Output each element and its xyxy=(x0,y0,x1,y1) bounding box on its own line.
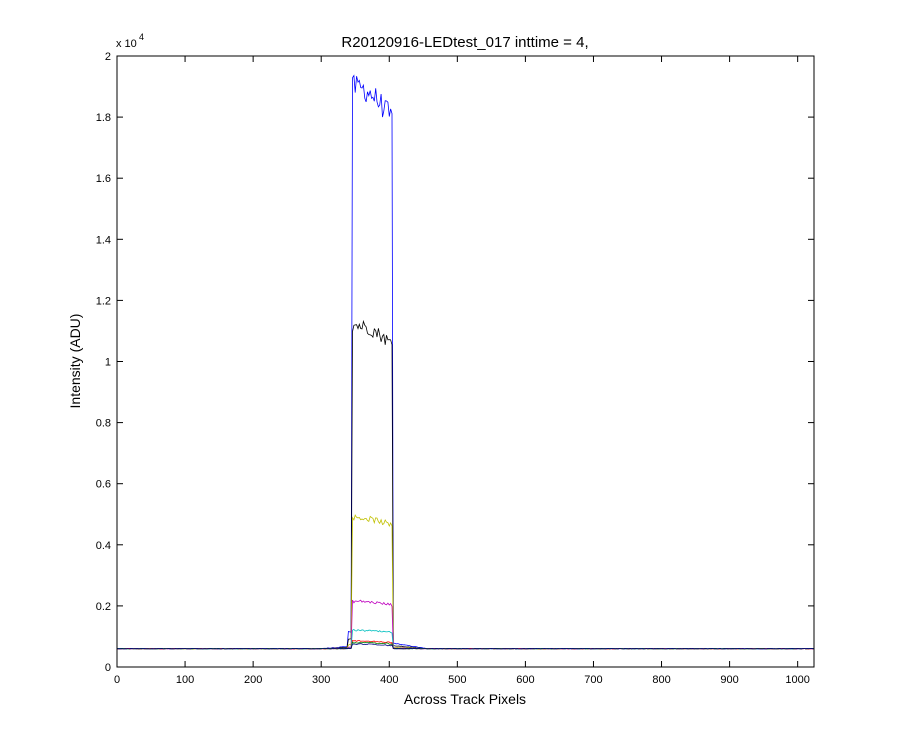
x-tick-label: 200 xyxy=(244,674,262,686)
x-tick-label: 300 xyxy=(312,674,330,686)
y-tick-label: 1 xyxy=(105,357,111,369)
x-tick-label: 400 xyxy=(380,674,398,686)
y-tick-label: 0 xyxy=(105,662,111,674)
y-multiplier-label: x 10 xyxy=(116,38,137,50)
y-tick-label: 2 xyxy=(105,51,111,63)
x-tick-label: 800 xyxy=(652,674,670,686)
x-tick-label: 500 xyxy=(448,674,466,686)
chart-title: R20120916-LEDtest_017 inttime = 4, xyxy=(341,34,588,51)
plot-area xyxy=(117,56,814,667)
x-tick-label: 600 xyxy=(516,674,534,686)
y-tick-label: 1.4 xyxy=(96,234,111,246)
y-axis-label: Intensity (ADU) xyxy=(67,314,83,409)
x-axis-label: Across Track Pixels xyxy=(404,691,526,707)
x-tick-label: 1000 xyxy=(785,674,809,686)
x-tick-label: 900 xyxy=(720,674,738,686)
y-tick-label: 0.8 xyxy=(96,418,111,430)
y-tick-label: 1.6 xyxy=(96,173,111,185)
y-tick-label: 1.2 xyxy=(96,295,111,307)
y-tick-label: 1.8 xyxy=(96,112,111,124)
y-tick-label: 0.6 xyxy=(96,479,111,491)
x-tick-label: 100 xyxy=(176,674,194,686)
series-line-8 xyxy=(116,643,815,650)
y-multiplier-exponent: 4 xyxy=(139,32,144,42)
x-tick-label: 0 xyxy=(114,674,120,686)
x-axis-ticks: 0 100 200 300 400 500 600 700 800 900 1000 xyxy=(114,56,810,686)
y-tick-label: 0.4 xyxy=(96,540,111,552)
y-tick-label: 0.2 xyxy=(96,601,111,613)
y-axis-ticks: 0 0.2 0.4 0.6 0.8 1 1.2 1.4 1.6 1.8 2 xyxy=(96,51,814,674)
x-tick-label: 700 xyxy=(584,674,602,686)
series-layer xyxy=(116,74,815,650)
